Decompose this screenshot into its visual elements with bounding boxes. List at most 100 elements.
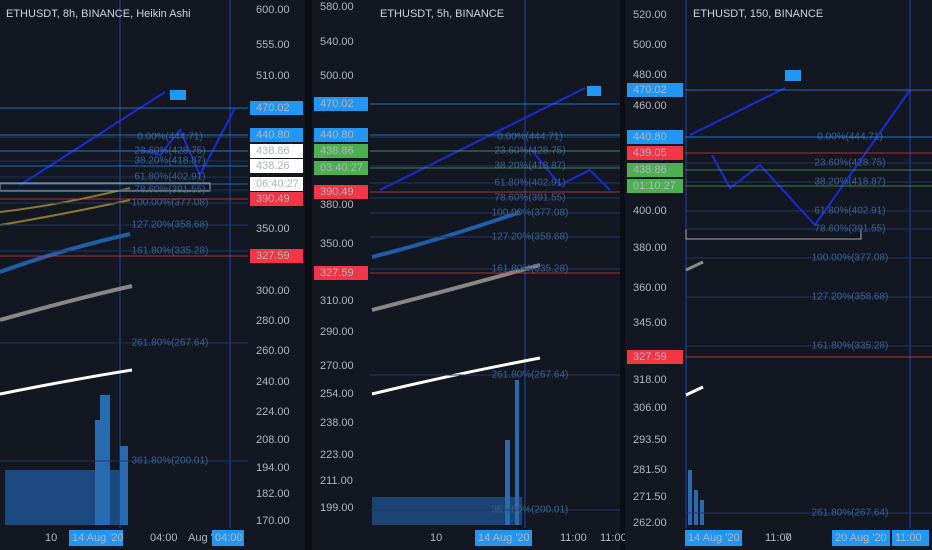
price-badge: [314, 128, 368, 142]
price-label: 199.00: [320, 502, 354, 514]
time-badge: [685, 530, 742, 546]
price-badge: [250, 159, 303, 173]
fib-label: 61.80%(402.91): [134, 172, 205, 183]
price-label: 194.00: [256, 462, 290, 474]
price-label: 500.00: [320, 70, 354, 82]
price-badge: [250, 192, 303, 206]
time-badge: [892, 530, 929, 546]
time-label: 14 Aug '20: [478, 532, 530, 544]
time-label: 11:00: [895, 532, 922, 544]
time-label: 04:00: [215, 532, 243, 544]
chart-title: ETHUSDT, 5h, BINANCE: [380, 8, 504, 20]
price-badge: [314, 97, 368, 111]
fib-label: 361.80%(200.01): [492, 505, 569, 516]
price-label: 438.26: [256, 160, 290, 172]
price-label: 390.49: [320, 186, 354, 198]
time-label: 11:00: [765, 532, 792, 544]
fib-label: 127.20%(358.68): [492, 232, 569, 243]
price-badge: [250, 128, 303, 142]
price-label: 470.02: [256, 102, 290, 114]
price-label: 262.00: [633, 517, 667, 529]
price-label: 470.02: [320, 98, 354, 110]
time-axis: [312, 528, 620, 550]
fib-label: 38.20%(418.87): [814, 177, 885, 188]
price-badge: [250, 249, 303, 263]
fib-label: 0.00%(444.71): [137, 132, 203, 143]
fib-label: 361.80%(200.01): [132, 456, 209, 467]
chart-title: ETHUSDT, 8h, BINANCE, Heikin Ashi: [6, 8, 191, 20]
price-label: 327.59: [633, 351, 667, 363]
time-label: 10: [45, 532, 57, 544]
price-label: 271.50: [633, 491, 667, 503]
time-badge: [475, 530, 532, 546]
price-label: 223.00: [320, 449, 354, 461]
fib-label: 61.80%(402.91): [494, 178, 565, 189]
price-badge: [627, 130, 683, 144]
fib-label: 127.20%(358.68): [812, 292, 889, 303]
fib-label: 161.80%(335.28): [812, 341, 889, 352]
price-label: 555.00: [256, 39, 290, 51]
price-label: 500.00: [633, 39, 667, 51]
time-label: 14 Aug '20: [72, 532, 124, 544]
price-label: 580.00: [320, 1, 354, 13]
price-badge: [250, 144, 303, 158]
price-label: 440.80: [320, 129, 354, 141]
fib-label: 261.80%(267.64): [812, 508, 889, 519]
price-label: 224.00: [256, 406, 290, 418]
price-label: 380.00: [320, 199, 354, 211]
price-label: 280.00: [256, 315, 290, 327]
price-badge: [627, 146, 683, 160]
time-label: 20 Aug '20: [835, 532, 887, 544]
chart-title: ETHUSDT, 150, BINANCE: [693, 8, 823, 20]
price-label: 240.00: [256, 376, 290, 388]
price-badge: [314, 161, 368, 175]
price-badge: [314, 144, 368, 158]
price-label: 350.00: [256, 223, 290, 235]
time-label: 7: [785, 532, 791, 544]
price-label: 281.50: [633, 464, 667, 476]
price-label: 238.00: [320, 417, 354, 429]
price-label: 327.59: [320, 267, 354, 279]
fib-label: 127.20%(358.68): [132, 220, 209, 231]
fib-label: 78.60%(391.55): [494, 193, 565, 204]
price-label: 260.00: [256, 345, 290, 357]
price-label: 293.50: [633, 434, 667, 446]
price-label: 438.86: [633, 164, 667, 176]
price-badge: [314, 266, 368, 280]
time-badge: [832, 530, 890, 546]
fib-label: 100.00%(377.08): [492, 208, 569, 219]
price-label: 440.80: [256, 129, 290, 141]
price-label: 380.00: [633, 242, 667, 254]
price-label: 510.00: [256, 70, 290, 82]
separator: [305, 0, 312, 550]
time-label: 11:00: [600, 532, 627, 544]
time-badge: [212, 530, 244, 546]
price-label: 460.00: [633, 100, 667, 112]
price-label: 290.00: [320, 326, 354, 338]
time-label: 04:00: [150, 532, 178, 544]
fib-label: 0.00%(444.71): [497, 132, 563, 143]
panel-1-drawing: [0, 0, 236, 528]
time-badge: [69, 530, 123, 546]
panel-2-drawing: [371, 0, 611, 528]
separator: [620, 0, 625, 550]
price-label: 480.00: [633, 69, 667, 81]
fib-label: 100.00%(377.08): [812, 253, 889, 264]
fib-label: 261.80%(267.64): [132, 338, 209, 349]
price-badge: [250, 101, 303, 115]
fib-label: 100.00%(377.08): [132, 198, 209, 209]
price-label: 182.00: [256, 488, 290, 500]
price-label: 438.86: [256, 145, 290, 157]
price-label: 438.86: [320, 145, 354, 157]
price-badge: [627, 83, 683, 97]
price-badge: [627, 163, 683, 177]
price-label: 211.00: [320, 475, 353, 487]
price-label: 540.00: [320, 36, 354, 48]
price-label: 300.00: [256, 285, 290, 297]
price-label: 318.00: [633, 374, 667, 386]
price-label: 390.49: [256, 193, 290, 205]
fib-label: 161.80%(335.28): [492, 264, 569, 275]
price-label: 254.00: [320, 388, 354, 400]
